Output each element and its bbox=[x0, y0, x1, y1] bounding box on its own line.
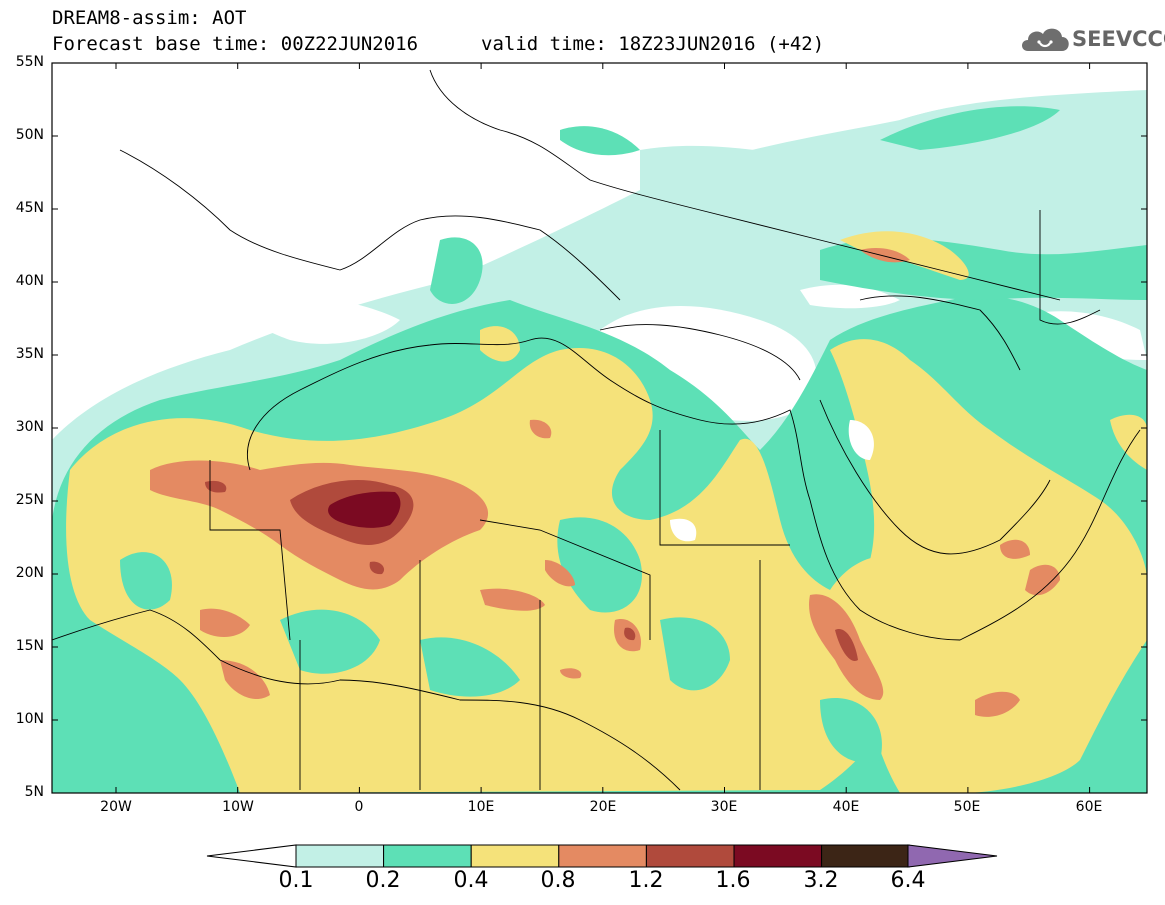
aot-band-1.6 bbox=[328, 491, 401, 528]
lon-label: 0 bbox=[354, 799, 364, 815]
colorbar-box bbox=[295, 844, 385, 868]
colorbar-under-triangle bbox=[206, 844, 297, 868]
colorbar-label: 0.2 bbox=[365, 868, 401, 893]
colorbar-box bbox=[558, 844, 647, 868]
colorbar-label: 0.8 bbox=[540, 868, 576, 893]
colorbar-label: 6.4 bbox=[890, 868, 926, 893]
colorbar-box bbox=[821, 844, 910, 868]
lon-label: 50E bbox=[953, 799, 981, 815]
lon-label: 60E bbox=[1075, 799, 1103, 815]
lat-label: 25N bbox=[15, 492, 44, 508]
lon-label: 40E bbox=[832, 799, 860, 815]
lon-label: 10E bbox=[467, 799, 495, 815]
colorbar-label: 1.6 bbox=[715, 868, 751, 893]
lat-label: 30N bbox=[15, 419, 44, 435]
lat-label: 45N bbox=[15, 200, 44, 216]
colorbar-box bbox=[733, 844, 823, 868]
colorbar-box bbox=[470, 844, 560, 868]
aot-field bbox=[52, 63, 1147, 793]
seevccc-logo: SEEVCCC bbox=[1018, 23, 1165, 55]
lon-label: 30E bbox=[710, 799, 738, 815]
lat-label: 35N bbox=[15, 346, 44, 362]
map-title: DREAM8-assim: AOT bbox=[52, 7, 247, 29]
lon-label: 10W bbox=[222, 799, 254, 815]
lon-label: 20E bbox=[589, 799, 617, 815]
colorbar-box bbox=[645, 844, 735, 868]
lat-label: 15N bbox=[15, 638, 44, 654]
lat-label: 10N bbox=[15, 711, 44, 727]
colorbar-label: 0.4 bbox=[453, 868, 489, 893]
valid-time: valid time: 18Z23JUN2016 (+42) bbox=[481, 33, 825, 55]
axis-ticks bbox=[52, 62, 1147, 794]
colorbar bbox=[206, 844, 998, 868]
logo-text: SEEVCCC bbox=[1072, 27, 1165, 51]
lat-label: 50N bbox=[15, 127, 44, 143]
lat-label: 5N bbox=[24, 784, 44, 800]
colorbar-box bbox=[383, 844, 472, 868]
lat-label: 20N bbox=[15, 565, 44, 581]
colorbar-label: 0.1 bbox=[278, 868, 314, 893]
lat-label: 55N bbox=[15, 54, 44, 70]
colorbar-over-triangle bbox=[907, 844, 998, 868]
lon-label: 20W bbox=[100, 799, 132, 815]
colorbar-label: 1.2 bbox=[628, 868, 664, 893]
cloud-icon bbox=[1022, 28, 1069, 51]
forecast-base-time: Forecast base time: 00Z22JUN2016 bbox=[52, 33, 419, 55]
country-borders bbox=[52, 69, 1141, 791]
colorbar-label: 3.2 bbox=[803, 868, 839, 893]
lat-label: 40N bbox=[15, 273, 44, 289]
